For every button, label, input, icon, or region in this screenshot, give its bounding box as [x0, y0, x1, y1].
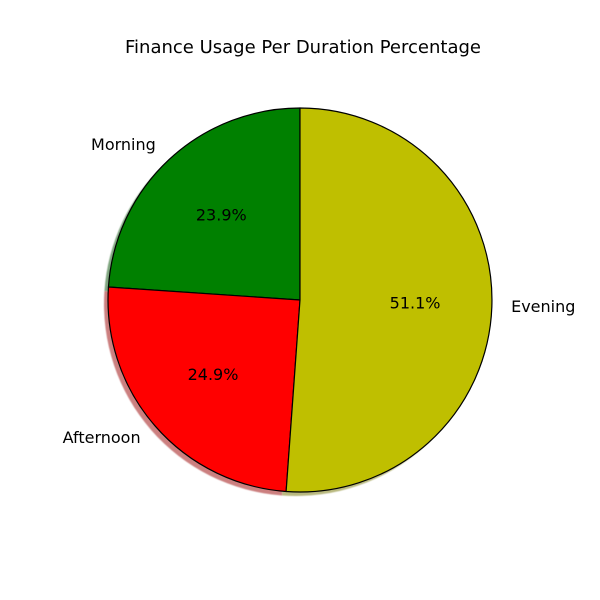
- slice-label-evening: Evening: [511, 297, 575, 316]
- pie-slices: [107, 107, 493, 493]
- pie-slice-afternoon: [107, 286, 301, 493]
- slice-value-label-evening: 51.1%: [390, 294, 441, 313]
- slice-label-afternoon: Afternoon: [63, 428, 141, 447]
- chart-title: Finance Usage Per Duration Percentage: [125, 37, 481, 58]
- pie-slice-evening: [285, 107, 493, 493]
- slice-value-label-morning: 23.9%: [196, 205, 247, 224]
- pie-slice-morning: [107, 107, 301, 301]
- pie-labels: Morning 23.9% Afternoon 24.9% Evening 51.1%: [63, 135, 576, 447]
- slice-label-morning: Morning: [91, 135, 156, 154]
- slice-value-label-afternoon: 24.9%: [188, 365, 239, 384]
